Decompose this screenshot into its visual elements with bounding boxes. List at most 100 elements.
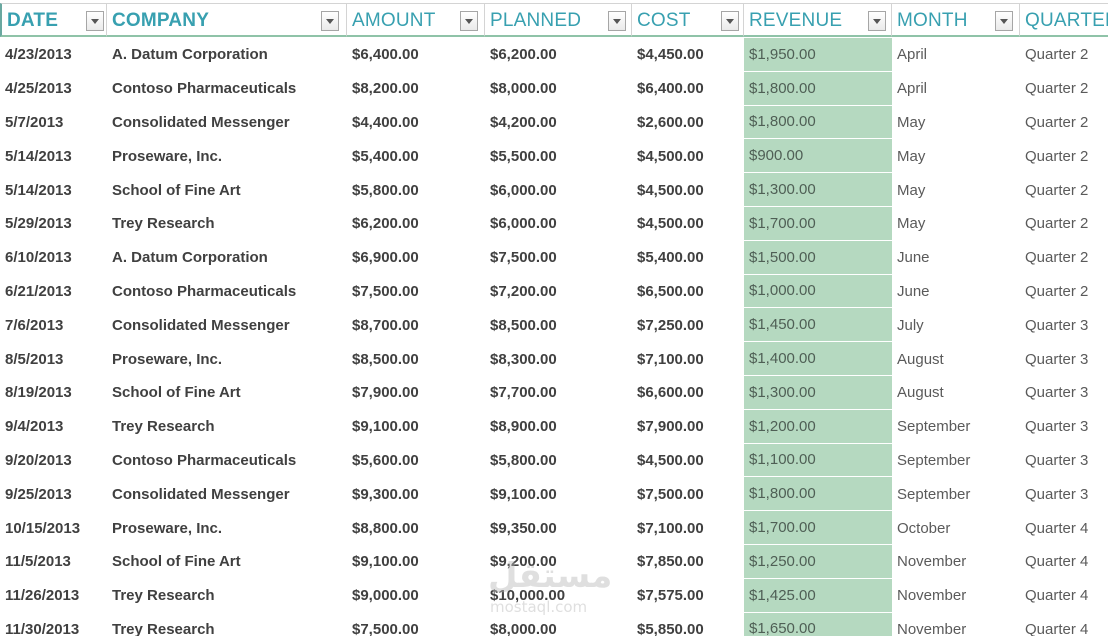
cost-cell[interactable]: $7,500.00 bbox=[637, 485, 704, 503]
quarter-cell[interactable]: Quarter 4 bbox=[1025, 620, 1089, 636]
date-filter-dropdown-button[interactable] bbox=[86, 11, 104, 31]
planned-cell[interactable]: $7,200.00 bbox=[490, 282, 557, 300]
company-cell[interactable]: Contoso Pharmaceuticals bbox=[112, 80, 297, 98]
company-cell[interactable]: Consolidated Messenger bbox=[112, 485, 290, 503]
amount-cell[interactable]: $9,300.00 bbox=[352, 485, 419, 503]
revenue-cell[interactable]: $1,450.00 bbox=[744, 308, 892, 343]
planned-cell[interactable]: $6,200.00 bbox=[490, 46, 557, 64]
amount-cell[interactable]: $8,200.00 bbox=[352, 80, 419, 98]
date-cell[interactable]: 8/5/2013 bbox=[5, 350, 64, 368]
revenue-cell[interactable]: $1,650.00 bbox=[744, 612, 892, 636]
quarter-cell[interactable]: Quarter 2 bbox=[1025, 46, 1089, 64]
company-cell[interactable]: School of Fine Art bbox=[112, 181, 241, 199]
date-cell[interactable]: 9/25/2013 bbox=[5, 485, 72, 503]
amount-cell[interactable]: $6,200.00 bbox=[352, 215, 419, 233]
amount-cell[interactable]: $6,900.00 bbox=[352, 249, 419, 267]
month-cell[interactable]: April bbox=[897, 46, 928, 64]
revenue-cell[interactable]: $1,250.00 bbox=[744, 544, 892, 579]
amount-cell[interactable]: $8,800.00 bbox=[352, 519, 419, 537]
amount-cell[interactable]: $4,400.00 bbox=[352, 113, 419, 131]
revenue-cell[interactable]: $1,200.00 bbox=[744, 409, 892, 444]
planned-cell[interactable]: $10,000.00 bbox=[490, 587, 566, 605]
date-cell[interactable]: 9/4/2013 bbox=[5, 418, 64, 436]
planned-cell[interactable]: $5,500.00 bbox=[490, 147, 557, 165]
company-cell[interactable]: Trey Research bbox=[112, 587, 215, 605]
cost-cell[interactable]: $4,450.00 bbox=[637, 46, 704, 64]
company-cell[interactable]: Proseware, Inc. bbox=[112, 147, 223, 165]
planned-cell[interactable]: $9,350.00 bbox=[490, 519, 557, 537]
quarter-cell[interactable]: Quarter 4 bbox=[1025, 587, 1089, 605]
company-cell[interactable]: Trey Research bbox=[112, 418, 215, 436]
month-cell[interactable]: July bbox=[897, 316, 924, 334]
amount-cell[interactable]: $5,400.00 bbox=[352, 147, 419, 165]
quarter-cell[interactable]: Quarter 3 bbox=[1025, 316, 1089, 334]
date-cell[interactable]: 5/14/2013 bbox=[5, 147, 72, 165]
revenue-filter-dropdown-button[interactable] bbox=[868, 11, 886, 31]
amount-filter-dropdown-button[interactable] bbox=[460, 11, 478, 31]
month-cell[interactable]: April bbox=[897, 80, 928, 98]
company-cell[interactable]: Trey Research bbox=[112, 620, 215, 636]
revenue-cell[interactable]: $900.00 bbox=[744, 139, 892, 174]
planned-filter-dropdown-button[interactable] bbox=[608, 11, 626, 31]
cost-cell[interactable]: $6,600.00 bbox=[637, 384, 704, 402]
date-cell[interactable]: 10/15/2013 bbox=[5, 519, 81, 537]
revenue-cell[interactable]: $1,800.00 bbox=[744, 105, 892, 140]
amount-cell[interactable]: $5,800.00 bbox=[352, 181, 419, 199]
date-cell[interactable]: 11/26/2013 bbox=[5, 587, 80, 605]
planned-cell[interactable]: $8,900.00 bbox=[490, 418, 557, 436]
company-cell[interactable]: Trey Research bbox=[112, 215, 215, 233]
quarter-cell[interactable]: Quarter 2 bbox=[1025, 181, 1089, 199]
month-cell[interactable]: September bbox=[897, 418, 971, 436]
amount-cell[interactable]: $7,500.00 bbox=[352, 282, 419, 300]
quarter-cell[interactable]: Quarter 3 bbox=[1025, 350, 1089, 368]
quarter-cell[interactable]: Quarter 4 bbox=[1025, 553, 1089, 571]
month-cell[interactable]: August bbox=[897, 350, 944, 368]
planned-cell[interactable]: $5,800.00 bbox=[490, 451, 557, 469]
cost-cell[interactable]: $7,250.00 bbox=[637, 316, 704, 334]
revenue-cell[interactable]: $1,300.00 bbox=[744, 375, 892, 410]
company-cell[interactable]: A. Datum Corporation bbox=[112, 249, 268, 267]
cost-cell[interactable]: $4,500.00 bbox=[637, 451, 704, 469]
month-cell[interactable]: November bbox=[897, 620, 967, 636]
month-cell[interactable]: November bbox=[897, 553, 967, 571]
cost-cell[interactable]: $5,400.00 bbox=[637, 249, 704, 267]
month-cell[interactable]: September bbox=[897, 451, 971, 469]
company-filter-dropdown-button[interactable] bbox=[321, 11, 339, 31]
company-cell[interactable]: A. Datum Corporation bbox=[112, 46, 268, 64]
month-cell[interactable]: June bbox=[897, 249, 930, 267]
date-cell[interactable]: 5/7/2013 bbox=[5, 113, 64, 131]
date-cell[interactable]: 11/30/2013 bbox=[5, 620, 80, 636]
cost-cell[interactable]: $7,850.00 bbox=[637, 553, 704, 571]
cost-cell[interactable]: $7,575.00 bbox=[637, 587, 704, 605]
cost-cell[interactable]: $6,500.00 bbox=[637, 282, 704, 300]
revenue-cell[interactable]: $1,700.00 bbox=[744, 511, 892, 545]
date-cell[interactable]: 7/6/2013 bbox=[5, 316, 64, 334]
quarter-cell[interactable]: Quarter 2 bbox=[1025, 147, 1089, 165]
amount-cell[interactable]: $5,600.00 bbox=[352, 451, 419, 469]
cost-cell[interactable]: $6,400.00 bbox=[637, 80, 704, 98]
planned-cell[interactable]: $6,000.00 bbox=[490, 181, 557, 199]
revenue-cell[interactable]: $1,800.00 bbox=[744, 477, 892, 512]
month-cell[interactable]: May bbox=[897, 215, 926, 233]
revenue-cell[interactable]: $1,400.00 bbox=[744, 342, 892, 376]
planned-cell[interactable]: $9,100.00 bbox=[490, 485, 557, 503]
planned-cell[interactable]: $8,000.00 bbox=[490, 620, 557, 636]
revenue-cell[interactable]: $1,950.00 bbox=[744, 38, 892, 72]
month-cell[interactable]: September bbox=[897, 485, 971, 503]
company-cell[interactable]: Proseware, Inc. bbox=[112, 350, 223, 368]
quarter-cell[interactable]: Quarter 3 bbox=[1025, 418, 1089, 436]
month-cell[interactable]: May bbox=[897, 113, 926, 131]
date-cell[interactable]: 6/10/2013 bbox=[5, 249, 72, 267]
month-cell[interactable]: June bbox=[897, 282, 930, 300]
planned-cell[interactable]: $7,500.00 bbox=[490, 249, 557, 267]
cost-cell[interactable]: $2,600.00 bbox=[637, 113, 704, 131]
quarter-cell[interactable]: Quarter 2 bbox=[1025, 113, 1089, 131]
date-cell[interactable]: 5/14/2013 bbox=[5, 181, 72, 199]
date-cell[interactable]: 4/25/2013 bbox=[5, 80, 72, 98]
month-filter-dropdown-button[interactable] bbox=[995, 11, 1013, 31]
amount-cell[interactable]: $9,000.00 bbox=[352, 587, 419, 605]
month-cell[interactable]: August bbox=[897, 384, 944, 402]
company-cell[interactable]: School of Fine Art bbox=[112, 553, 241, 571]
company-cell[interactable]: Proseware, Inc. bbox=[112, 519, 223, 537]
company-cell[interactable]: Contoso Pharmaceuticals bbox=[112, 282, 297, 300]
